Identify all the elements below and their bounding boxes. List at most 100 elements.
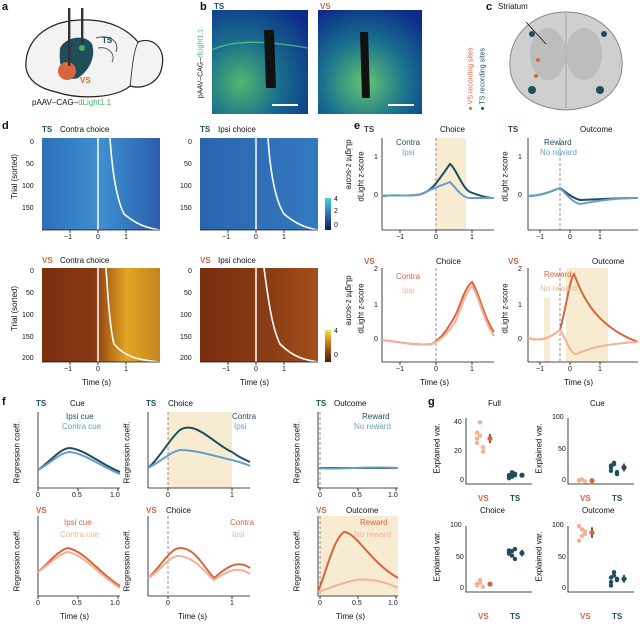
f-vs-label-2: VS bbox=[146, 506, 157, 515]
g-point-3-0-5 bbox=[582, 531, 588, 537]
ts-sites-legend: ● TS recording sites bbox=[479, 48, 487, 111]
d-xtick-2b: 0 bbox=[254, 234, 258, 241]
f-ipsi-legend-vs: Ipsi bbox=[232, 530, 245, 539]
panel-b-vs-label: VS bbox=[320, 2, 331, 11]
f-ylabel-1: Regression coeff. bbox=[12, 421, 22, 484]
e-reward-legend: Reward bbox=[544, 138, 572, 147]
g-ytick-2a: 100 bbox=[552, 414, 564, 421]
f-xtick-1c: 1.0 bbox=[110, 492, 120, 499]
d-xtick-4a: −1 bbox=[222, 366, 230, 373]
e-xtick-4b: 0 bbox=[568, 366, 572, 373]
g-point-3-1-0 bbox=[608, 579, 614, 585]
f-ipsicue-legend: Ipsi cue bbox=[66, 412, 94, 421]
e-xlabel-2: Time (s) bbox=[564, 378, 594, 387]
g-ylabel-3: Explained var. bbox=[432, 531, 442, 582]
g-point-2-0-3 bbox=[474, 581, 480, 587]
panel-f-regression bbox=[37, 412, 399, 599]
g-point-2-1-5 bbox=[512, 556, 518, 562]
g-point-3-1-4 bbox=[611, 570, 617, 575]
d-ylabel-vs: Trial (sorted) bbox=[10, 285, 20, 332]
e-xtick-4a: −1 bbox=[536, 366, 544, 373]
panel-a-vs-label: VS bbox=[80, 76, 91, 85]
e-outcome-title-2: Outcome bbox=[592, 257, 625, 266]
g-point-0-0-1 bbox=[477, 420, 483, 425]
d-ipsi-title-1: Ipsi choice bbox=[218, 125, 256, 134]
g-ts-4: TS bbox=[612, 612, 623, 621]
f-xlabel-3: Time (s) bbox=[336, 612, 366, 621]
e-ipsi-legend: Ipsi bbox=[402, 148, 415, 157]
g-ts-3: TS bbox=[510, 612, 521, 621]
d-contra-title-2: Contra choice bbox=[60, 256, 110, 265]
d-xtick-2c: 1 bbox=[282, 234, 286, 241]
f-xtick-3c: 1.0 bbox=[388, 492, 398, 499]
e-ytick-ts-0: 0 bbox=[374, 192, 378, 199]
g-ylabel-1: Explained var. bbox=[432, 423, 442, 474]
micrograph-ts bbox=[212, 10, 308, 114]
f-contra-legend: Contra bbox=[232, 412, 257, 421]
d-contra-title-1: Contra choice bbox=[60, 125, 110, 134]
f-ylabel-5: Regression coeff. bbox=[122, 529, 132, 592]
g-ts-1: TS bbox=[510, 494, 521, 503]
e-ylabel-ts-1: dLight z-score bbox=[356, 151, 366, 202]
g-point-0-1-7 bbox=[509, 471, 515, 476]
e-ts-label-1: TS bbox=[364, 125, 375, 134]
d-xtick-3a: −1 bbox=[64, 366, 72, 373]
f-outcome-title-2: Outcome bbox=[346, 506, 379, 515]
f-xtick-5a: 0 bbox=[166, 600, 170, 607]
panel-e-traces bbox=[381, 138, 639, 365]
g-axis-3 bbox=[567, 526, 634, 593]
f-ylabel-6: Regression coeff. bbox=[292, 529, 302, 592]
d-ytick-ts2-0: 0 bbox=[188, 139, 192, 146]
g-point-0-0-4 bbox=[477, 433, 483, 438]
d-cbar-tick-ts-0: 4 bbox=[334, 196, 338, 203]
g-title-cue: Cue bbox=[590, 399, 605, 408]
panel-b-side-label: pAAV–CAG–dLight1.1 bbox=[194, 24, 208, 114]
d-cbar-label-ts: dLight z-score bbox=[344, 139, 354, 190]
d-ytick-vs2-2: 100 bbox=[180, 312, 192, 319]
e-ytick-vs2-0: 0 bbox=[518, 336, 522, 343]
g-ytick-3a: 100 bbox=[450, 522, 462, 529]
g-point-3-1-3 bbox=[608, 583, 614, 588]
e-ytick-vs2-2: 2 bbox=[518, 266, 522, 273]
d-vs-label-2: VS bbox=[200, 256, 211, 265]
e-xtick-3b: 0 bbox=[434, 366, 438, 373]
e-xtick-4c: 1 bbox=[598, 366, 602, 373]
f-xtick-6a: 0 bbox=[318, 600, 322, 607]
g-ytick-4b: 50 bbox=[558, 554, 566, 561]
e-ylabel-vs-1: dLight z-score bbox=[356, 283, 366, 334]
f-cue-title-1: Cue bbox=[70, 399, 85, 408]
d-xtick-4b: 0 bbox=[254, 366, 258, 373]
d-xlabel-2: Time (s) bbox=[240, 378, 270, 387]
panel-label-b: b bbox=[200, 1, 207, 13]
f-outcome-title-1: Outcome bbox=[334, 399, 367, 408]
d-xlabel-1: Time (s) bbox=[82, 378, 112, 387]
d-ytick-ts-1: 50 bbox=[26, 161, 34, 168]
f-ipsi-legend: Ipsi bbox=[234, 422, 247, 431]
d-ytick-ts-3: 150 bbox=[22, 205, 34, 212]
e-xtick-3c: 1 bbox=[470, 366, 474, 373]
g-point-2-1-3 bbox=[506, 551, 512, 556]
g-ytick-4a: 100 bbox=[552, 522, 564, 529]
panel-label-e: e bbox=[354, 120, 361, 132]
e-xtick-2a: −1 bbox=[536, 234, 544, 241]
g-ytick-3c: 0 bbox=[460, 585, 464, 592]
e-xtick-1c: 1 bbox=[470, 234, 474, 241]
g-axis-1 bbox=[567, 418, 634, 485]
g-title-outcome: Outcome bbox=[582, 506, 615, 515]
panel-label-d: d bbox=[2, 120, 9, 132]
f-contracue-legend-vs: Contra cue bbox=[60, 530, 100, 539]
e-ytick-vs-2: 2 bbox=[374, 266, 378, 273]
e-contra-legend: Contra bbox=[396, 138, 421, 147]
e-ytick-vs-1: 1 bbox=[374, 302, 378, 309]
d-cbar-tick-vs-1: 0 bbox=[334, 352, 338, 359]
f-vs-label-1: VS bbox=[36, 506, 47, 515]
d-xtick-1b: 0 bbox=[96, 234, 100, 241]
f-xtick-3b: 0.5 bbox=[352, 492, 362, 499]
g-ytick-1c: 0 bbox=[460, 477, 464, 484]
f-contracue-legend: Contra cue bbox=[62, 422, 102, 431]
g-point-3-0-0 bbox=[576, 523, 582, 529]
d-ytick-ts2-2: 100 bbox=[180, 183, 192, 190]
side-prefix: pAAV–CAG– bbox=[197, 57, 205, 99]
f-xlabel-1: Time (s) bbox=[60, 612, 90, 621]
g-ytick-1b: 20 bbox=[454, 448, 462, 455]
